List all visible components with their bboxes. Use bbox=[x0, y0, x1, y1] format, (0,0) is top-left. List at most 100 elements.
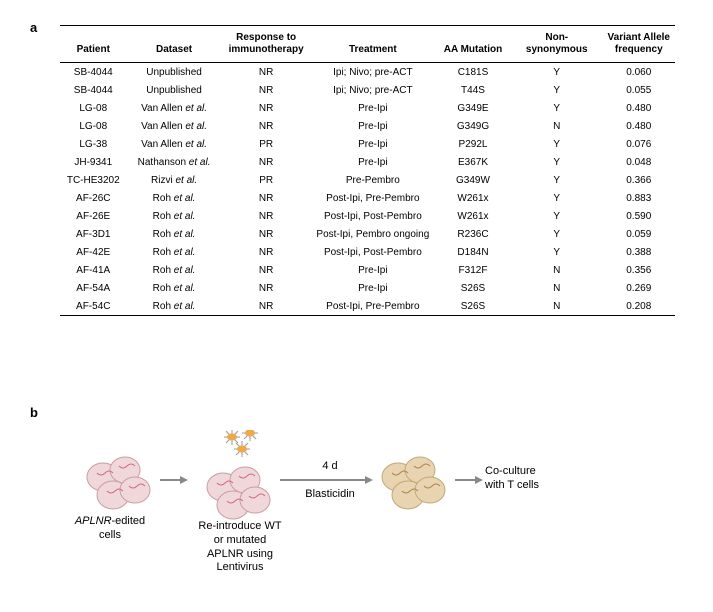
table-row: AF-42ERoh et al.NRPost-Ipi, Post-PembroD… bbox=[60, 243, 675, 261]
table-cell: Y bbox=[511, 81, 603, 99]
header-treatment: Treatment bbox=[311, 26, 435, 63]
table-cell: AF-54A bbox=[60, 279, 127, 297]
table-cell: Unpublished bbox=[127, 81, 222, 99]
table-cell: AF-42E bbox=[60, 243, 127, 261]
table-cell: Roh et al. bbox=[127, 279, 222, 297]
table-cell: Roh et al. bbox=[127, 261, 222, 279]
table-cell: G349E bbox=[435, 99, 511, 117]
step1-italic: APLNR bbox=[75, 515, 112, 527]
header-nonsyn: Non-synonymous bbox=[511, 26, 603, 63]
table-cell: 0.388 bbox=[603, 243, 675, 261]
panel-label-a: a bbox=[30, 20, 37, 35]
table-cell: NR bbox=[222, 153, 311, 171]
table-cell: Ipi; Nivo; pre-ACT bbox=[311, 81, 435, 99]
table-row: AF-26CRoh et al.NRPost-Ipi, Pre-PembroW2… bbox=[60, 189, 675, 207]
table-cell: Pre-Ipi bbox=[311, 135, 435, 153]
header-dataset: Dataset bbox=[127, 26, 222, 63]
table-cell: N bbox=[511, 279, 603, 297]
table-row: AF-3D1Roh et al.NRPost-Ipi, Pembro ongoi… bbox=[60, 225, 675, 243]
table-cell: NR bbox=[222, 243, 311, 261]
table-cell: G349G bbox=[435, 117, 511, 135]
table-header-row: Patient Dataset Response toimmunotherapy… bbox=[60, 26, 675, 63]
table-cell: Pre-Ipi bbox=[311, 261, 435, 279]
table-cell: AF-26C bbox=[60, 189, 127, 207]
table-body: SB-4044UnpublishedNRIpi; Nivo; pre-ACTC1… bbox=[60, 63, 675, 316]
table-cell: 0.208 bbox=[603, 297, 675, 316]
table-cell: 0.883 bbox=[603, 189, 675, 207]
table-cell: E367K bbox=[435, 153, 511, 171]
arrow-2 bbox=[280, 476, 373, 484]
table-cell: Y bbox=[511, 135, 603, 153]
step2-label: Re-introduce WTor mutatedAPLNR usingLent… bbox=[185, 520, 295, 575]
table-cell: 0.590 bbox=[603, 207, 675, 225]
table-cell: Rizvi et al. bbox=[127, 171, 222, 189]
mutation-table: Patient Dataset Response toimmunotherapy… bbox=[60, 25, 675, 316]
table-cell: 0.366 bbox=[603, 171, 675, 189]
table-cell: TC-HE3202 bbox=[60, 171, 127, 189]
table-cell: AF-3D1 bbox=[60, 225, 127, 243]
table-cell: Pre-Ipi bbox=[311, 117, 435, 135]
table-row: SB-4044UnpublishedNRIpi; Nivo; pre-ACTC1… bbox=[60, 63, 675, 82]
table-cell: Van Allen et al. bbox=[127, 117, 222, 135]
table-cell: Y bbox=[511, 243, 603, 261]
table-cell: D184N bbox=[435, 243, 511, 261]
header-aa: AA Mutation bbox=[435, 26, 511, 63]
table-cell: Post-Ipi, Post-Pembro bbox=[311, 207, 435, 225]
table-cell: Unpublished bbox=[127, 63, 222, 82]
table-cell: LG-08 bbox=[60, 99, 127, 117]
table-cell: S26S bbox=[435, 279, 511, 297]
table-cell: NR bbox=[222, 117, 311, 135]
table-cell: Roh et al. bbox=[127, 243, 222, 261]
table-cell: PR bbox=[222, 135, 311, 153]
reintroduce-cells bbox=[207, 467, 270, 519]
table-cell: Nathanson et al. bbox=[127, 153, 222, 171]
table-cell: Pre-Ipi bbox=[311, 153, 435, 171]
table-cell: Roh et al. bbox=[127, 207, 222, 225]
table-row: AF-54CRoh et al.NRPost-Ipi, Pre-PembroS2… bbox=[60, 297, 675, 316]
table-cell: N bbox=[511, 261, 603, 279]
table-cell: S26S bbox=[435, 297, 511, 316]
table-cell: PR bbox=[222, 171, 311, 189]
table-cell: 0.480 bbox=[603, 99, 675, 117]
step4-label: Co-culturewith T cells bbox=[485, 465, 565, 493]
table-cell: W261x bbox=[435, 189, 511, 207]
table-cell: Post-Ipi, Pre-Pembro bbox=[311, 189, 435, 207]
table-cell: JH-9341 bbox=[60, 153, 127, 171]
table-cell: 0.055 bbox=[603, 81, 675, 99]
table-cell: SB-4044 bbox=[60, 63, 127, 82]
table-cell: C181S bbox=[435, 63, 511, 82]
table-cell: P292L bbox=[435, 135, 511, 153]
table-cell: NR bbox=[222, 297, 311, 316]
selected-cells bbox=[382, 457, 445, 509]
table-cell: NR bbox=[222, 99, 311, 117]
table-cell: SB-4044 bbox=[60, 81, 127, 99]
table-cell: Post-Ipi, Post-Pembro bbox=[311, 243, 435, 261]
header-patient: Patient bbox=[60, 26, 127, 63]
arrow-3 bbox=[455, 476, 483, 484]
panel-label-b: b bbox=[30, 405, 38, 420]
table-cell: N bbox=[511, 117, 603, 135]
arrow-1 bbox=[160, 476, 188, 484]
lentivirus-cluster bbox=[224, 430, 258, 457]
table-cell: AF-41A bbox=[60, 261, 127, 279]
table-cell: NR bbox=[222, 63, 311, 82]
table-row: LG-08Van Allen et al.NRPre-IpiG349GN0.48… bbox=[60, 117, 675, 135]
table-cell: AF-26E bbox=[60, 207, 127, 225]
table-cell: Post-Ipi, Pre-Pembro bbox=[311, 297, 435, 316]
table-cell: Y bbox=[511, 171, 603, 189]
table-cell: W261x bbox=[435, 207, 511, 225]
arrow2-top-label: 4 d bbox=[300, 460, 360, 474]
table-cell: N bbox=[511, 297, 603, 316]
step1-label: APLNR-editedcells bbox=[65, 515, 155, 543]
table-cell: Y bbox=[511, 153, 603, 171]
table-cell: Y bbox=[511, 189, 603, 207]
table-cell: AF-54C bbox=[60, 297, 127, 316]
table-cell: NR bbox=[222, 261, 311, 279]
table-cell: G349W bbox=[435, 171, 511, 189]
table-row: AF-41ARoh et al.NRPre-IpiF312FN0.356 bbox=[60, 261, 675, 279]
table-cell: Pre-Ipi bbox=[311, 279, 435, 297]
table-cell: Roh et al. bbox=[127, 225, 222, 243]
table-cell: Pre-Pembro bbox=[311, 171, 435, 189]
table-cell: Y bbox=[511, 207, 603, 225]
table-cell: F312F bbox=[435, 261, 511, 279]
